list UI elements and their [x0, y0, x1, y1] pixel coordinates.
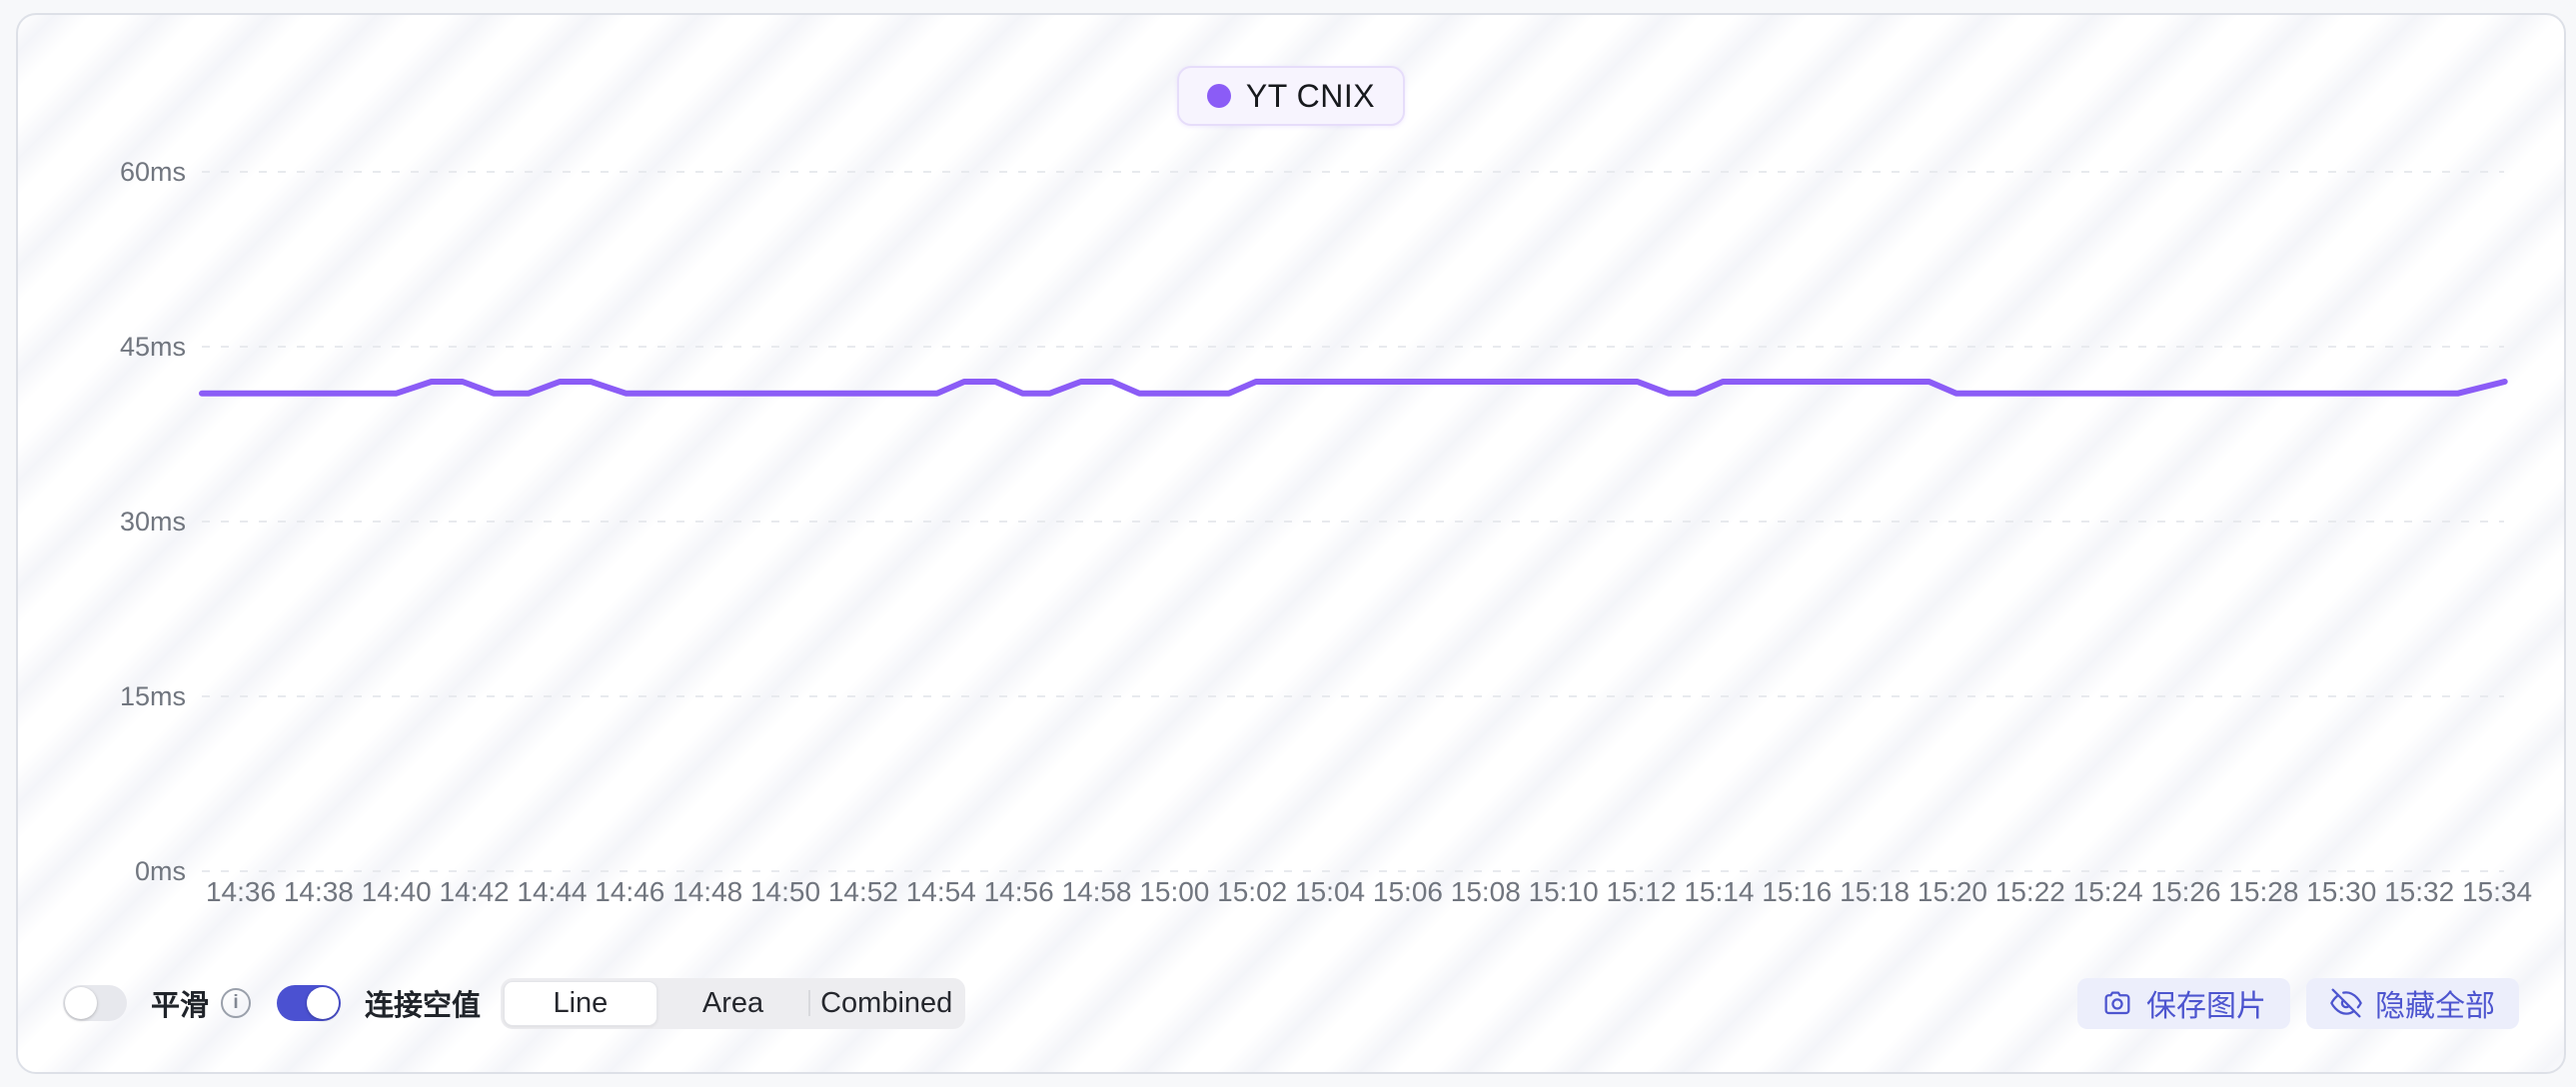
x-tick-label: 14:52 — [828, 876, 898, 907]
x-tick-label: 14:48 — [672, 876, 742, 907]
series-line-yt-cnix — [199, 379, 2508, 397]
save-image-button[interactable]: 保存图片 — [2077, 977, 2290, 1029]
x-tick-label: 15:28 — [2228, 876, 2298, 907]
x-tick-label: 15:24 — [2073, 876, 2143, 907]
x-tick-label: 15:06 — [1373, 876, 1443, 907]
segment-divider — [808, 990, 811, 1016]
x-tick-label: 15:30 — [2306, 876, 2376, 907]
chart-toolbar: 平滑 i 连接空值 Line Area Combined 保存图片 隐藏全部 — [18, 977, 2564, 1029]
save-image-label: 保存图片 — [2146, 990, 2266, 1023]
legend-item-yt-cnix[interactable]: YT CNIX — [1176, 66, 1406, 126]
y-tick-label: 60ms — [120, 157, 186, 187]
smooth-toggle[interactable] — [63, 985, 127, 1021]
connect-nulls-toggle[interactable] — [277, 985, 342, 1021]
smooth-label: 平滑 — [151, 990, 210, 1022]
chart-type-option-combined[interactable]: Combined — [810, 981, 962, 1026]
info-icon[interactable]: i — [221, 988, 252, 1018]
x-tick-label: 15:22 — [1995, 876, 2065, 907]
x-tick-label: 15:14 — [1684, 876, 1754, 907]
x-tick-label: 14:38 — [284, 876, 354, 907]
x-tick-label: 15:08 — [1451, 876, 1521, 907]
latency-chart-card: 0ms 15ms 30ms 45ms 60ms 14:36 14:38 14:40 14:42 1… — [16, 13, 2566, 1074]
x-tick-label: 14:50 — [750, 876, 820, 907]
hide-all-button[interactable]: 隐藏全部 — [2306, 977, 2519, 1029]
x-tick-label: 15:32 — [2384, 876, 2454, 907]
chart-type-option-line[interactable]: Line — [504, 980, 657, 1026]
series-dot-icon — [1206, 84, 1231, 108]
toggle-knob — [307, 987, 340, 1019]
x-tick-label: 14:56 — [984, 876, 1054, 907]
eye-off-icon — [2330, 988, 2362, 1018]
camera-icon — [2104, 991, 2130, 1015]
x-tick-label: 15:16 — [1762, 876, 1832, 907]
x-tick-label: 15:02 — [1217, 876, 1287, 907]
x-tick-label: 15:10 — [1529, 876, 1599, 907]
x-tick-label: 15:12 — [1606, 876, 1676, 907]
hide-all-label: 隐藏全部 — [2375, 990, 2495, 1023]
x-tick-label: 14:44 — [517, 876, 587, 907]
legend: YT CNIX — [18, 66, 2564, 126]
x-tick-label: 14:42 — [440, 876, 510, 907]
x-tick-label: 15:00 — [1139, 876, 1209, 907]
chart-type-option-area[interactable]: Area — [657, 981, 809, 1026]
toggle-knob — [65, 987, 97, 1019]
x-tick-label: 15:26 — [2151, 876, 2221, 907]
x-tick-label: 15:04 — [1295, 876, 1365, 907]
x-tick-label: 15:20 — [1918, 876, 1987, 907]
chart-type-segmented: Line Area Combined — [501, 977, 966, 1029]
connect-nulls-label: 连接空值 — [365, 990, 482, 1022]
x-tick-label: 14:58 — [1061, 876, 1131, 907]
y-tick-label: 0ms — [135, 856, 186, 886]
x-tick-label: 14:46 — [595, 876, 664, 907]
x-tick-label: 14:40 — [362, 876, 432, 907]
y-tick-label: 15ms — [120, 681, 186, 711]
x-tick-label: 14:36 — [206, 876, 276, 907]
y-tick-label: 30ms — [120, 507, 186, 537]
y-tick-label: 45ms — [120, 332, 186, 362]
legend-label: YT CNIX — [1245, 77, 1376, 114]
x-tick-label: 15:34 — [2462, 876, 2532, 907]
x-tick-label: 14:54 — [906, 876, 976, 907]
x-tick-label: 15:18 — [1840, 876, 1910, 907]
